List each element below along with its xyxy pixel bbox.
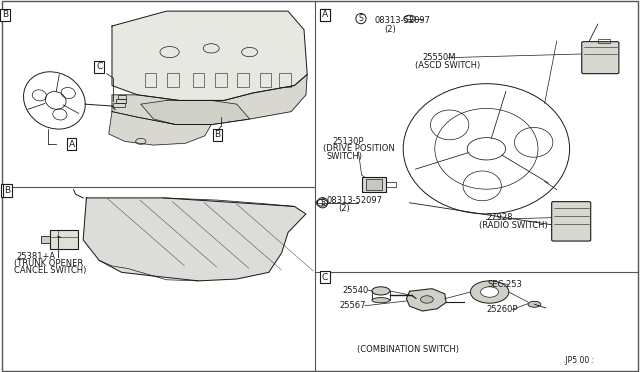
Ellipse shape	[32, 90, 47, 101]
Text: 08313-52097: 08313-52097	[374, 16, 430, 25]
Text: .JP5 00 :: .JP5 00 :	[563, 356, 595, 365]
Text: S: S	[358, 14, 364, 23]
Bar	[237, 73, 249, 87]
Ellipse shape	[61, 87, 76, 99]
Text: A: A	[68, 140, 75, 149]
Bar	[145, 73, 156, 87]
Text: 25381+A: 25381+A	[16, 252, 55, 261]
Circle shape	[420, 296, 433, 303]
Text: SEC.253: SEC.253	[488, 280, 522, 289]
Text: CANCEL SWITCH): CANCEL SWITCH)	[14, 266, 86, 275]
Bar	[113, 103, 125, 107]
Bar	[279, 73, 291, 87]
Text: 27928: 27928	[486, 213, 513, 222]
Text: B: B	[3, 186, 9, 195]
Polygon shape	[83, 198, 306, 281]
Bar	[366, 179, 382, 190]
Polygon shape	[141, 100, 250, 125]
Text: B: B	[4, 186, 11, 195]
FancyBboxPatch shape	[582, 42, 619, 74]
Text: 25130P: 25130P	[333, 137, 364, 146]
Bar	[50, 230, 78, 249]
Text: (RADIO SWITCH): (RADIO SWITCH)	[479, 221, 547, 230]
Text: 25567: 25567	[339, 301, 365, 310]
Text: A: A	[322, 10, 328, 19]
Text: (2): (2)	[338, 204, 349, 213]
Text: C: C	[96, 62, 102, 71]
Ellipse shape	[372, 287, 390, 295]
Ellipse shape	[372, 298, 390, 303]
Text: (2): (2)	[384, 25, 396, 34]
Ellipse shape	[52, 109, 67, 120]
Text: (DRIVE POSITION: (DRIVE POSITION	[323, 144, 395, 153]
Ellipse shape	[515, 128, 553, 157]
Polygon shape	[109, 112, 211, 145]
Bar	[41, 236, 50, 243]
Circle shape	[316, 199, 328, 206]
Text: SWITCH): SWITCH)	[326, 152, 362, 161]
Circle shape	[481, 287, 499, 297]
Text: (COMBINATION SWITCH): (COMBINATION SWITCH)	[357, 345, 459, 354]
Bar	[193, 73, 204, 87]
Bar	[116, 99, 126, 103]
Circle shape	[470, 281, 509, 303]
Text: 08313-52097: 08313-52097	[326, 196, 383, 205]
Bar	[386, 182, 396, 187]
Text: S: S	[320, 198, 325, 207]
Bar	[260, 73, 271, 87]
Bar	[598, 39, 610, 43]
Polygon shape	[112, 74, 307, 125]
Ellipse shape	[528, 301, 541, 307]
Ellipse shape	[431, 110, 469, 140]
Text: 25540: 25540	[342, 286, 369, 295]
Text: 25550M: 25550M	[422, 53, 456, 62]
Text: (ASCD SWITCH): (ASCD SWITCH)	[415, 61, 480, 70]
Bar	[362, 177, 386, 192]
Text: B: B	[214, 130, 221, 139]
Text: (TRUNK OPENER: (TRUNK OPENER	[14, 259, 83, 268]
Text: A: A	[322, 10, 328, 19]
Ellipse shape	[463, 171, 501, 201]
Polygon shape	[406, 289, 446, 311]
Bar	[215, 73, 227, 87]
Text: 25260P: 25260P	[486, 305, 518, 314]
Polygon shape	[112, 11, 307, 100]
Text: C: C	[322, 273, 328, 282]
Bar	[118, 95, 126, 99]
FancyBboxPatch shape	[552, 202, 591, 241]
Bar	[167, 73, 179, 87]
Text: B: B	[2, 10, 8, 19]
Circle shape	[404, 15, 415, 22]
